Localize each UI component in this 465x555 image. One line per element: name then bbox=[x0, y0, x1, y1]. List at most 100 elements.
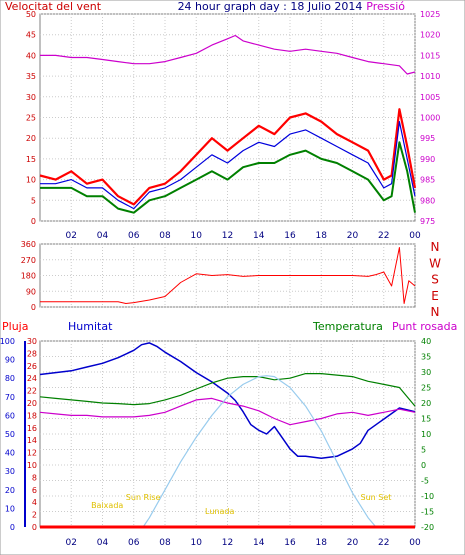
y-tick-label: -15 bbox=[421, 508, 434, 517]
x-tick-label: 16 bbox=[284, 231, 296, 241]
y-tick-label: 12 bbox=[27, 449, 37, 458]
pressure-label: Pressió bbox=[366, 0, 405, 13]
y-tick-label: -5 bbox=[421, 477, 429, 486]
y-tick-label: 980 bbox=[420, 196, 435, 205]
y-tick-label: 1000 bbox=[420, 114, 440, 123]
y-tick-label: 15 bbox=[26, 155, 36, 164]
y-tick-label: 1025 bbox=[420, 10, 440, 19]
y-tick-label: 10 bbox=[27, 461, 37, 470]
x-tick-label: 00 bbox=[409, 231, 421, 241]
y-tick-label: 60 bbox=[5, 411, 15, 420]
x-tick-label: 10 bbox=[191, 231, 203, 241]
x-tick-label: 06 bbox=[128, 231, 140, 241]
y-tick-label: 0 bbox=[10, 523, 15, 532]
y-tick-label: 24 bbox=[27, 374, 37, 383]
annotation-label: Baixada bbox=[91, 501, 123, 510]
y-tick-label: 25 bbox=[421, 384, 431, 393]
y-tick-label: 20 bbox=[421, 399, 431, 408]
y-tick-label: 4 bbox=[32, 498, 37, 507]
y-tick-label: 2 bbox=[32, 511, 37, 520]
y-tick-label: 180 bbox=[21, 272, 36, 281]
humidity-axis: 0 10 20 30 40 50 60 70 80 90 100 bbox=[0, 337, 15, 532]
y-tick-label: 50 bbox=[5, 430, 15, 439]
y-tick-label: 90 bbox=[26, 287, 36, 296]
x-tick-label: 22 bbox=[378, 538, 389, 548]
chart-title: 24 hour graph day : 18 Julio 2014 bbox=[178, 0, 363, 13]
x-tick-label: 14 bbox=[253, 538, 265, 548]
x-tick-label: 20 bbox=[347, 231, 359, 241]
y-tick-label: 20 bbox=[26, 134, 36, 143]
direction-degree-axis: 0 90 180 270 360 bbox=[21, 240, 36, 312]
climate-series bbox=[39, 342, 416, 529]
y-tick-label: 8 bbox=[32, 473, 37, 482]
y-tick-label: 30 bbox=[5, 467, 15, 476]
y-tick-label: 20 bbox=[5, 486, 15, 495]
y-tick-label: 90 bbox=[5, 356, 15, 365]
humidity-line bbox=[39, 342, 416, 459]
compass-label: N bbox=[431, 305, 440, 319]
y-tick-label: 35 bbox=[421, 353, 431, 362]
y-tick-label: 40 bbox=[5, 449, 15, 458]
y-tick-label: 0 bbox=[31, 303, 36, 312]
y-tick-label: 14 bbox=[27, 436, 37, 445]
y-tick-label: 0 bbox=[421, 461, 426, 470]
annotation-label: Sun Set bbox=[360, 493, 391, 502]
y-tick-label: 6 bbox=[32, 486, 37, 495]
y-tick-label: 100 bbox=[0, 337, 15, 346]
direction-line bbox=[40, 247, 416, 304]
x-tick-label: 06 bbox=[128, 538, 140, 548]
wind-speed-axis: 0 5 10 15 20 25 30 35 40 45 50 bbox=[26, 10, 36, 226]
y-tick-label: 45 bbox=[26, 31, 36, 40]
y-tick-label: 10 bbox=[421, 430, 431, 439]
wind-speed-label: Velocitat del vent bbox=[5, 0, 102, 13]
x-tick-label: 14 bbox=[253, 231, 265, 241]
solar-line bbox=[142, 375, 377, 528]
x-tick-label: 12 bbox=[222, 538, 233, 548]
x-tick-label: 04 bbox=[97, 231, 109, 241]
annotation-label: Sun Rise bbox=[126, 493, 161, 502]
x-tick-label: 16 bbox=[284, 538, 296, 548]
y-tick-label: 20 bbox=[27, 399, 37, 408]
y-tick-label: 25 bbox=[26, 114, 36, 123]
avg-line bbox=[40, 120, 416, 210]
y-tick-label: 5 bbox=[31, 196, 36, 205]
y-tick-label: 80 bbox=[5, 374, 15, 383]
y-tick-label: 30 bbox=[26, 93, 36, 102]
temperature-label: Temperatura bbox=[312, 320, 383, 333]
y-tick-label: 26 bbox=[27, 362, 37, 371]
x-tick-label: 10 bbox=[191, 538, 203, 548]
wind-panel-grid bbox=[40, 13, 416, 222]
x-tick-label: 08 bbox=[159, 231, 171, 241]
y-tick-label: 30 bbox=[421, 368, 431, 377]
y-tick-label: 1005 bbox=[420, 93, 440, 102]
y-tick-label: 1015 bbox=[420, 51, 440, 60]
x-tick-label: 18 bbox=[316, 538, 328, 548]
x-tick-label: 12 bbox=[222, 231, 233, 241]
y-tick-label: 15 bbox=[421, 415, 431, 424]
wind-time-axis: 02 04 06 08 10 12 14 16 18 20 22 00 bbox=[66, 231, 421, 241]
y-tick-label: 990 bbox=[420, 155, 435, 164]
speed-line bbox=[40, 141, 416, 214]
y-tick-label: -10 bbox=[421, 492, 434, 501]
direction-series bbox=[40, 247, 416, 304]
y-tick-label: 50 bbox=[26, 10, 36, 19]
y-tick-label: 360 bbox=[21, 240, 36, 249]
y-tick-label: 1010 bbox=[420, 72, 440, 81]
gust-line bbox=[39, 108, 417, 206]
x-tick-label: 04 bbox=[97, 538, 109, 548]
x-tick-label: 02 bbox=[66, 231, 77, 241]
y-tick-label: 0 bbox=[31, 217, 36, 226]
x-tick-label: 08 bbox=[159, 538, 171, 548]
y-tick-label: 22 bbox=[27, 387, 37, 396]
compass-label: E bbox=[431, 289, 439, 303]
dewpoint-label: Punt rosada bbox=[392, 320, 457, 333]
compass-label: S bbox=[431, 273, 439, 287]
annotation-label: Lunada bbox=[205, 507, 234, 516]
compass-label: N bbox=[431, 240, 440, 254]
pressure-axis: 975 980 985 990 995 1000 1005 1010 1015 1020 1025 bbox=[420, 10, 440, 226]
y-tick-label: 35 bbox=[26, 72, 36, 81]
y-tick-label: 40 bbox=[26, 51, 36, 60]
